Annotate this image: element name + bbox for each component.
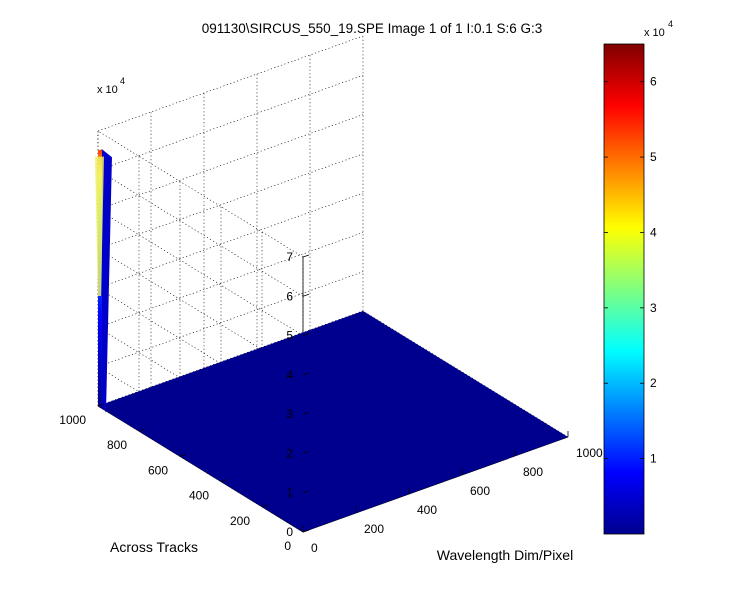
z-tick-label: 2: [286, 446, 293, 460]
z-axis-ticks: 0 1 2 3 4 5 6 7: [286, 250, 310, 539]
x-axis-label: Wavelength Dim/Pixel: [437, 547, 573, 563]
grid-line: [97, 35, 364, 132]
surface-peak-ridge: [94, 156, 104, 296]
x-tick-label: 800: [523, 465, 543, 479]
z-tick-label: 4: [286, 368, 293, 382]
x-tick-label: 200: [364, 522, 384, 536]
colorbar-exponent: 4: [668, 19, 673, 29]
colorbar-multiplier: x 10: [644, 27, 665, 39]
surface-peak-side: [101, 149, 112, 413]
colorbar-tick-label: 2: [650, 376, 657, 390]
z-tick: [302, 372, 310, 376]
grid-line: [97, 153, 364, 250]
z-tick: [302, 293, 310, 297]
grid-line: [97, 192, 364, 289]
x-tick-label: 600: [470, 484, 490, 498]
x-tick-label: 0: [311, 541, 318, 555]
surface: [94, 149, 568, 532]
colorbar-tick-label: 4: [650, 225, 657, 239]
y-tick: [97, 403, 105, 407]
colorbar-tick-label: 1: [650, 452, 657, 466]
grid-line: [97, 75, 364, 171]
colorbar-tick-label: 6: [650, 75, 657, 89]
y-tick: [220, 479, 228, 482]
grid-line: [97, 209, 304, 336]
z-axis-exponent: 4: [120, 76, 125, 86]
z-tick: [302, 411, 310, 415]
grid-line: [97, 232, 364, 328]
z-tick-label: 7: [286, 250, 293, 264]
colorbar: 1 2 3 4 5 6 x 10 4: [603, 19, 673, 535]
z-axis-multiplier: x 10: [97, 84, 118, 96]
y-tick: [302, 529, 310, 533]
grid-line: [97, 114, 364, 210]
y-axis-ticks: 0 200 400 600 800 1000: [59, 403, 310, 553]
y-tick-label: 0: [284, 539, 291, 553]
z-tick: [302, 254, 310, 258]
y-tick-label: 200: [230, 514, 250, 528]
y-tick: [138, 428, 146, 432]
z-tick-label: 3: [286, 407, 293, 421]
colorbar-tick-label: 3: [650, 301, 657, 315]
y-tick-label: 600: [148, 463, 168, 477]
x-axis-ticks: 0 200 400 600 800 1000: [302, 431, 603, 555]
y-tick: [179, 454, 187, 457]
y-tick-label: 400: [189, 489, 209, 503]
y-axis-label: Across Tracks: [110, 539, 198, 555]
z-tick-label: 5: [286, 329, 293, 343]
z-tick: [302, 490, 310, 494]
x-tick-label: 1000: [576, 446, 603, 460]
z-tick-label: 0: [286, 525, 293, 539]
grid-line: [97, 271, 364, 367]
grid-line: [97, 130, 304, 258]
colorbar-gradient: [603, 43, 645, 535]
surface-baseline: [98, 311, 568, 532]
y-tick-label: 1000: [59, 413, 86, 427]
y-tick-label: 800: [107, 438, 127, 452]
z-tick-label: 6: [286, 289, 293, 303]
z-tick: [302, 451, 310, 454]
chart-title: 091130\SIRCUS_550_19.SPE Image 1 of 1 I:…: [202, 21, 542, 36]
y-tick: [261, 504, 269, 508]
grid-line: [97, 170, 304, 297]
colorbar-ticks: 1 2 3 4 5 6: [604, 75, 657, 466]
z-tick: [302, 333, 310, 336]
x-tick-label: 400: [417, 503, 437, 517]
z-tick-label: 1: [286, 486, 293, 500]
colorbar-tick-label: 5: [650, 150, 657, 164]
